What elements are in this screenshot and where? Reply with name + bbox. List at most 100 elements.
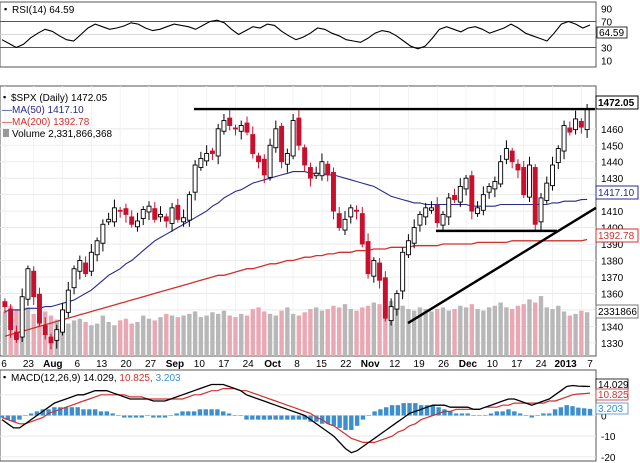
candle-body (250, 134, 256, 154)
macd-hist-bar (453, 413, 459, 416)
volume-bar (504, 307, 509, 356)
volume-bar (533, 302, 538, 356)
ma200-line (4, 238, 588, 337)
volume-bar (492, 305, 498, 356)
candle (469, 170, 475, 220)
candle (88, 244, 94, 277)
volume-bar (567, 315, 573, 356)
candle-body (515, 163, 521, 171)
x-label: 27 (145, 359, 157, 370)
candle-body (423, 207, 429, 218)
macd-hist-bar (360, 415, 366, 420)
candle (221, 113, 227, 135)
candle (256, 152, 261, 169)
candle (135, 212, 140, 232)
hist-value-label: 3.203 (598, 404, 623, 415)
macd-hist-bar (581, 408, 587, 416)
volume-bar (77, 318, 83, 356)
volume-bar (158, 317, 163, 356)
candle (561, 120, 567, 160)
volume-bar (112, 325, 117, 356)
volume-bar (273, 315, 279, 356)
x-label: 15 (316, 359, 328, 370)
candle-body (106, 218, 112, 223)
candle (48, 333, 54, 350)
rsi-current-label: 64.59 (599, 28, 624, 39)
candle-body (527, 164, 532, 198)
candle (411, 219, 417, 249)
volume-bar (296, 315, 302, 356)
candle-body (538, 197, 544, 223)
volume-bar (325, 309, 330, 356)
macd-hist-bar (296, 415, 302, 420)
rsi-panel: 9070503010 ▪ RSI(14) 64.59 64.59 (0, 1, 628, 68)
candle (140, 206, 146, 226)
volume-bar (250, 309, 255, 356)
price-tick-1410: 1410 (601, 207, 624, 218)
macd-hist-bar (267, 415, 273, 420)
candle (209, 147, 215, 161)
volume-bar (31, 313, 36, 356)
macd-hist-bar (285, 415, 290, 420)
volume-bar (123, 318, 129, 356)
candle (567, 121, 573, 136)
macd-hist-bar (407, 403, 412, 416)
macd-hist-bar (116, 415, 121, 416)
candle-body (13, 331, 19, 340)
candle (503, 140, 509, 165)
candle-body (550, 164, 555, 187)
candle (186, 191, 192, 227)
macd-hist-bar (500, 411, 505, 416)
macd-hist-bar (162, 415, 168, 418)
volume-bar (262, 311, 267, 356)
macd-hist-bar (314, 415, 319, 422)
candle (348, 204, 354, 224)
volume-bar (360, 307, 365, 356)
volume-bar (106, 321, 111, 356)
macd-hist-bar (139, 415, 144, 418)
candle-body (313, 172, 319, 177)
volume-bar (25, 307, 31, 356)
volume-bar (342, 304, 348, 356)
volume-bar (354, 310, 359, 356)
macd-hist-bar (81, 409, 86, 416)
x-label: 26 (438, 359, 450, 370)
rsi-tick-30: 30 (601, 44, 613, 55)
candle (457, 178, 463, 208)
candle (37, 287, 42, 327)
candle (446, 193, 452, 226)
candle (163, 213, 169, 228)
x-label: 6 (1, 359, 7, 370)
candle (192, 160, 198, 201)
volume-bar (579, 310, 584, 356)
candle-body (567, 127, 573, 133)
volume-bar (383, 299, 388, 356)
macd-hist-bar (372, 411, 377, 416)
candle (175, 198, 181, 223)
candle (71, 265, 77, 295)
macd-hist-bar (552, 409, 558, 416)
macd-hist-bar (255, 415, 261, 420)
macd-hist-bar (442, 409, 447, 416)
volume-bar (187, 313, 192, 356)
volume-bar (233, 317, 238, 356)
candle (146, 201, 152, 221)
candle (100, 219, 106, 252)
ma50-legend-swatch: — (2, 105, 12, 116)
candle (307, 162, 313, 187)
volume-bar (475, 309, 480, 356)
rsi-current-box (596, 26, 628, 39)
macd-hist-bar (384, 407, 389, 416)
candle (250, 126, 256, 159)
macd-hist-bar (133, 415, 139, 418)
volume-bar (446, 310, 451, 356)
candle (365, 233, 371, 279)
volume-bar (440, 307, 446, 356)
candle-body (394, 292, 400, 310)
candle (550, 156, 555, 191)
macd-tick--10: -10 (601, 432, 616, 443)
volume-bar (83, 321, 88, 356)
candle-body (555, 148, 561, 164)
volume-bar (481, 310, 486, 356)
macd-hist-bar (5, 415, 11, 420)
